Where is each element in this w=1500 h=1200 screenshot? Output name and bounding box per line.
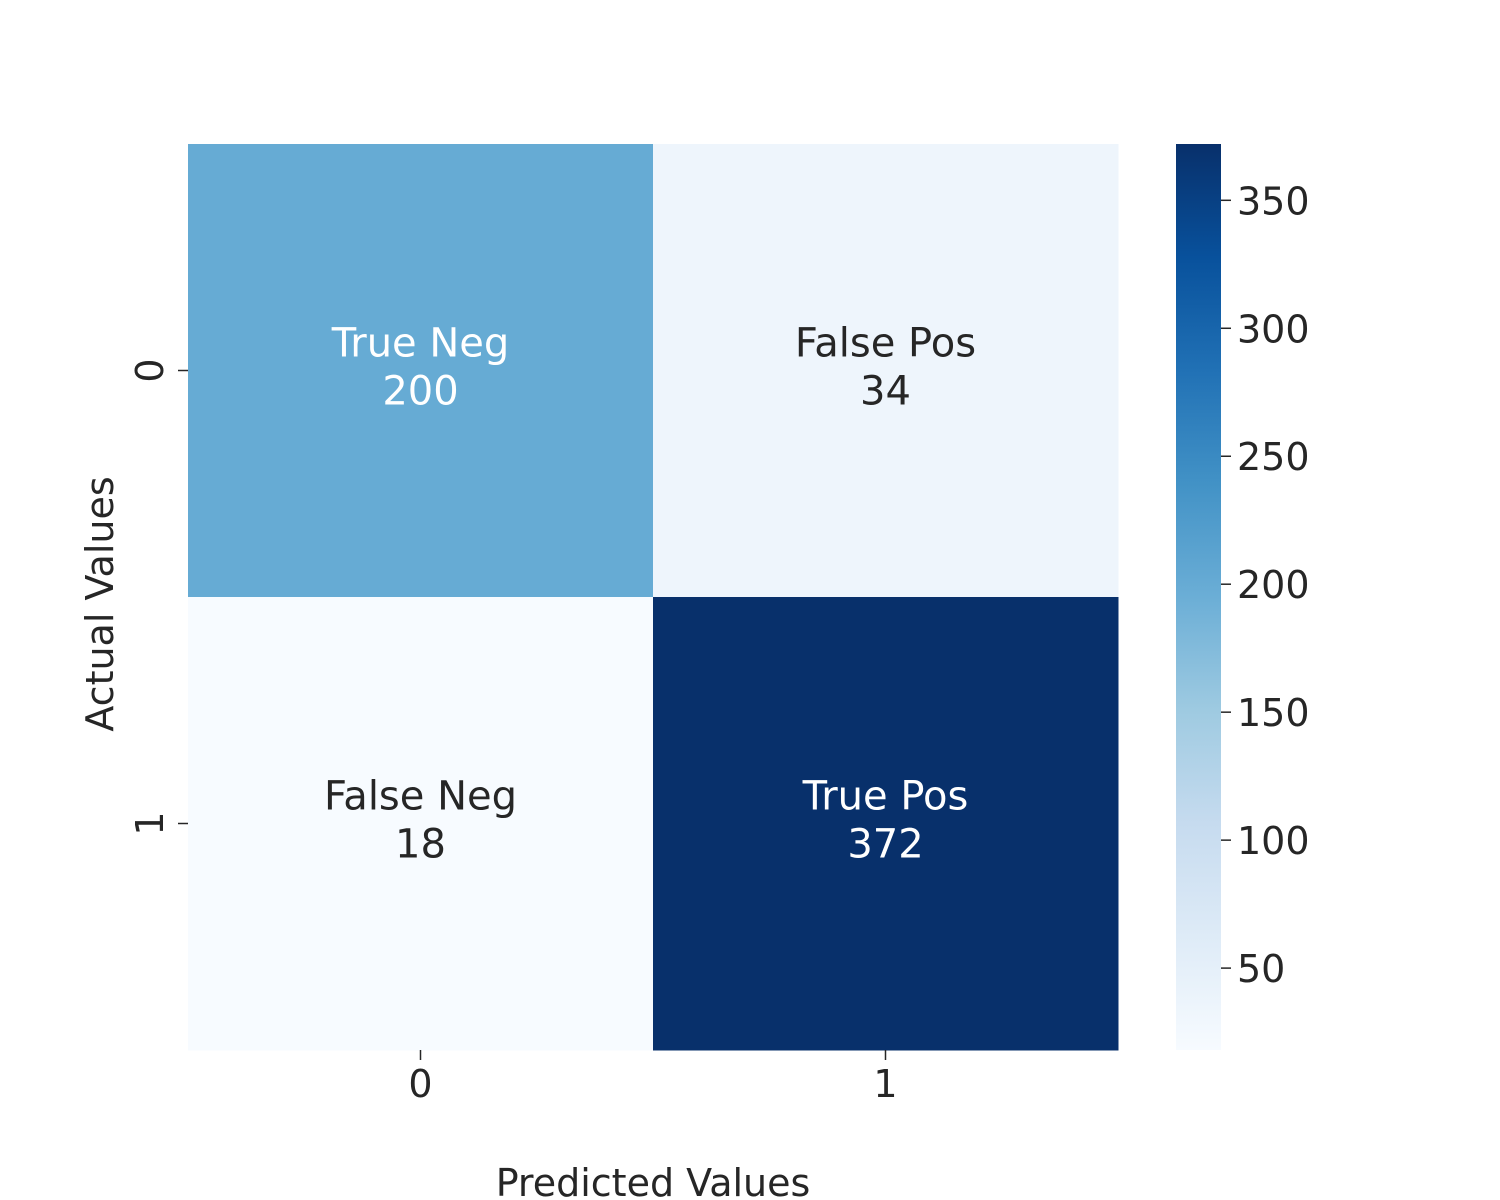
heatmap-cells <box>188 144 1119 1051</box>
heatmap-cell <box>653 597 1119 1051</box>
colorbar-tick-label: 200 <box>1237 563 1310 607</box>
heatmap-cell <box>653 144 1119 598</box>
colorbar-tick-label: 250 <box>1237 435 1310 479</box>
colorbar-tick-label: 300 <box>1237 307 1310 351</box>
cell-value-label: 34 <box>860 369 911 415</box>
colorbar <box>1176 144 1221 1050</box>
x-tick-label: 1 <box>873 1062 897 1106</box>
colorbar-gradient <box>1176 144 1221 1050</box>
cell-group-label: False Pos <box>795 321 976 367</box>
cell-value-label: 18 <box>395 822 446 868</box>
heatmap-cell <box>188 144 654 598</box>
y-tick-label: 0 <box>128 358 172 382</box>
cell-value-label: 200 <box>382 369 458 415</box>
x-tick-label: 0 <box>408 1062 432 1106</box>
cell-value-label: 372 <box>847 822 923 868</box>
colorbar-ticks: 50 100 150 200 250 300 350 <box>1221 179 1310 991</box>
y-axis: 01 <box>128 358 188 836</box>
heatmap-cell <box>188 597 654 1051</box>
colorbar-tick-label: 350 <box>1237 179 1310 223</box>
colorbar-tick-label: 100 <box>1237 819 1310 863</box>
cell-group-label: True Pos <box>802 774 969 820</box>
colorbar-tick-label: 150 <box>1237 691 1310 735</box>
y-tick-label: 1 <box>128 811 172 835</box>
colorbar-tick-label: 50 <box>1237 947 1285 991</box>
cell-group-label: False Neg <box>324 774 517 820</box>
cell-group-label: True Neg <box>331 321 510 367</box>
x-axis-label: Predicted Values <box>496 1161 811 1200</box>
y-axis-label: Actual Values <box>78 476 122 731</box>
